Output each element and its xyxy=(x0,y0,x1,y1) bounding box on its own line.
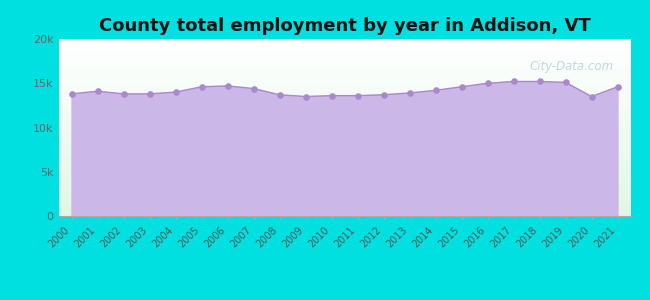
Point xyxy=(430,88,441,93)
Text: City-Data.com: City-Data.com xyxy=(529,60,614,73)
Point xyxy=(352,93,363,98)
Title: County total employment by year in Addison, VT: County total employment by year in Addis… xyxy=(99,17,590,35)
Point xyxy=(534,79,545,84)
Point xyxy=(222,83,233,88)
Point xyxy=(66,92,77,96)
Point xyxy=(508,79,519,84)
Point xyxy=(326,93,337,98)
Point xyxy=(378,92,389,97)
Point xyxy=(248,86,259,91)
Point xyxy=(456,84,467,89)
Point xyxy=(144,92,155,96)
Point xyxy=(118,92,129,96)
Point xyxy=(482,81,493,86)
Point xyxy=(586,94,597,99)
Point xyxy=(92,89,103,94)
Point xyxy=(612,84,623,89)
Point xyxy=(404,91,415,95)
Point xyxy=(196,84,207,89)
Point xyxy=(274,92,285,97)
Point xyxy=(170,90,181,94)
Point xyxy=(300,94,311,99)
Point xyxy=(560,80,571,85)
